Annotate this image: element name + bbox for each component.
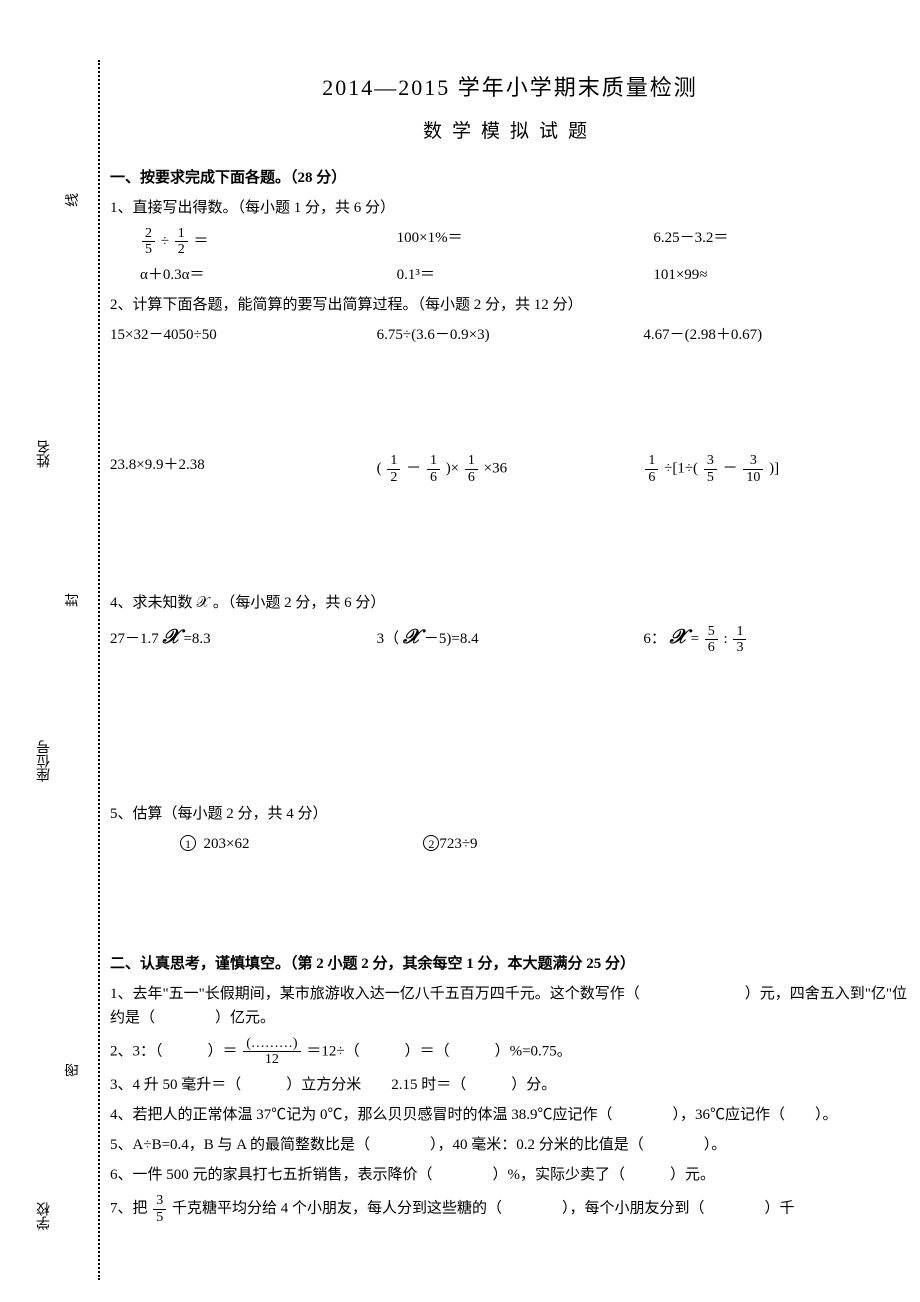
q5-row: 1 203×62 2723÷9 xyxy=(110,832,910,856)
frac: 35 xyxy=(153,1193,166,1225)
q2-r2a: 23.8×9.9＋2.38 xyxy=(110,453,377,485)
frac: 16 xyxy=(645,453,658,485)
frac: 56 xyxy=(705,624,718,656)
s2-q2: 2、3：（ ）＝ (………)12 ＝12÷（ ）＝（ ）%=0.75。 xyxy=(110,1036,910,1068)
q4-label: 4、求未知数 𝒳 。（每小题 2 分，共 6 分） xyxy=(110,591,910,615)
section1-head: 一、按要求完成下面各题。（28 分） xyxy=(110,166,910,190)
s2-q4: 4、若把人的正常体温 37℃记为 0℃，那么贝贝感冒时的体温 38.9℃应记作（… xyxy=(110,1103,910,1127)
s2-q3: 3、4 升 50 毫升＝（ ）立方分米 2.15 时＝（ ）分。 xyxy=(110,1073,910,1097)
q4-b: 3（ 𝒳 －5)=8.4 xyxy=(377,621,644,655)
q5-b: 2723÷9 xyxy=(423,832,666,856)
frac: 12 xyxy=(387,453,400,485)
q1-b2: 0.1³＝ xyxy=(397,263,654,287)
main-content: 2014—2015 学年小学期末质量检测 数学模拟试题 一、按要求完成下面各题。… xyxy=(110,70,910,1231)
seal-mi: 密 xyxy=(62,1063,82,1077)
q1-label: 1、直接写出得数。（每小题 1 分，共 6 分） xyxy=(110,196,910,220)
x-var: 𝒳 xyxy=(163,626,180,648)
gap xyxy=(110,762,910,802)
section2-head: 二、认真思考，谨慎填空。（第 2 小题 2 分，其余每空 1 分，本大题满分 2… xyxy=(110,952,910,976)
frac: 310 xyxy=(743,453,763,485)
title-main: 2014—2015 学年小学期末质量检测 xyxy=(110,70,910,105)
x-var: 𝒳 xyxy=(670,626,687,648)
q4-c: 6： 𝒳 = 56 : 13 xyxy=(643,621,910,655)
q1-b1: α＋0.3α＝ xyxy=(140,263,397,287)
seal-feng: 封 xyxy=(62,593,82,607)
q2-row1: 15×32－4050÷50 6.75÷(3.6－0.9×3) 4.67－(2.9… xyxy=(110,323,910,347)
label-name: 姓名 xyxy=(35,440,55,468)
frac: 16 xyxy=(427,453,440,485)
label-school: 学校 xyxy=(35,1202,55,1230)
frac: 12 xyxy=(175,226,188,258)
q2-label: 2、计算下面各题，能简算的要写出简算过程。（每小题 2 分，共 12 分） xyxy=(110,293,910,317)
q1-a1: 25 ÷ 12 ＝ xyxy=(140,226,397,258)
s2-q1: 1、去年"五一"长假期间，某市旅游收入达一亿八千五百万四千元。这个数写作（ ）元… xyxy=(110,982,910,1030)
s2-q5: 5、A÷B=0.4，B 与 A 的最简整数比是（ ），40 毫米：0.2 分米的… xyxy=(110,1133,910,1157)
q1-a3: 6.25－3.2＝ xyxy=(653,226,910,258)
seal-dotted-line xyxy=(98,60,100,1280)
gap xyxy=(110,662,910,762)
circled-2: 2 xyxy=(423,835,439,851)
q1-b3: 101×99≈ xyxy=(653,263,910,287)
q2-r2c: 16 ÷[1÷( 35 － 310 )] xyxy=(643,453,910,485)
q2-row2: 23.8×9.9＋2.38 ( 12 － 16 )× 16 ×36 16 ÷[1… xyxy=(110,453,910,485)
q2-r1a: 15×32－4050÷50 xyxy=(110,323,377,347)
frac: 16 xyxy=(465,453,478,485)
gap xyxy=(110,353,910,453)
q4-a: 27－1.7 𝒳 =8.3 xyxy=(110,621,377,655)
left-margin: 学校 姓名 座位号 xyxy=(35,60,75,1260)
q5-label: 5、估算（每小题 2 分，共 4 分） xyxy=(110,802,910,826)
q1-a2: 100×1%＝ xyxy=(397,226,654,258)
q2-r1b: 6.75÷(3.6－0.9×3) xyxy=(377,323,644,347)
q5-a: 1 203×62 xyxy=(180,832,423,856)
q1-row1: 25 ÷ 12 ＝ 100×1%＝ 6.25－3.2＝ xyxy=(110,226,910,258)
title-sub: 数学模拟试题 xyxy=(110,117,910,147)
s2-q6: 6、一件 500 元的家具打七五折销售，表示降价（ ）%，实际少卖了（ ）元。 xyxy=(110,1163,910,1187)
frac: (………)12 xyxy=(243,1036,300,1068)
label-seat: 座位号 xyxy=(35,740,55,782)
x-var: 𝒳 xyxy=(403,626,420,648)
q1-row2: α＋0.3α＝ 0.1³＝ 101×99≈ xyxy=(110,263,910,287)
q2-r1c: 4.67－(2.98＋0.67) xyxy=(643,323,910,347)
s2-q7: 7、把 35 千克糖平均分给 4 个小朋友，每人分到这些糖的（ ），每个小朋友分… xyxy=(110,1193,910,1225)
gap xyxy=(110,862,910,942)
q2-r2b: ( 12 － 16 )× 16 ×36 xyxy=(377,453,644,485)
circled-1: 1 xyxy=(180,835,196,851)
gap xyxy=(110,491,910,591)
seal-xian: 线 xyxy=(62,193,82,207)
frac: 25 xyxy=(142,226,155,258)
frac: 13 xyxy=(733,624,746,656)
q4-row: 27－1.7 𝒳 =8.3 3（ 𝒳 －5)=8.4 6： 𝒳 = 56 : 1… xyxy=(110,621,910,655)
frac: 35 xyxy=(704,453,717,485)
